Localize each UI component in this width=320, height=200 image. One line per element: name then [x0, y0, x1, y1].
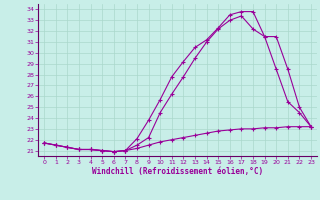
X-axis label: Windchill (Refroidissement éolien,°C): Windchill (Refroidissement éolien,°C): [92, 167, 263, 176]
